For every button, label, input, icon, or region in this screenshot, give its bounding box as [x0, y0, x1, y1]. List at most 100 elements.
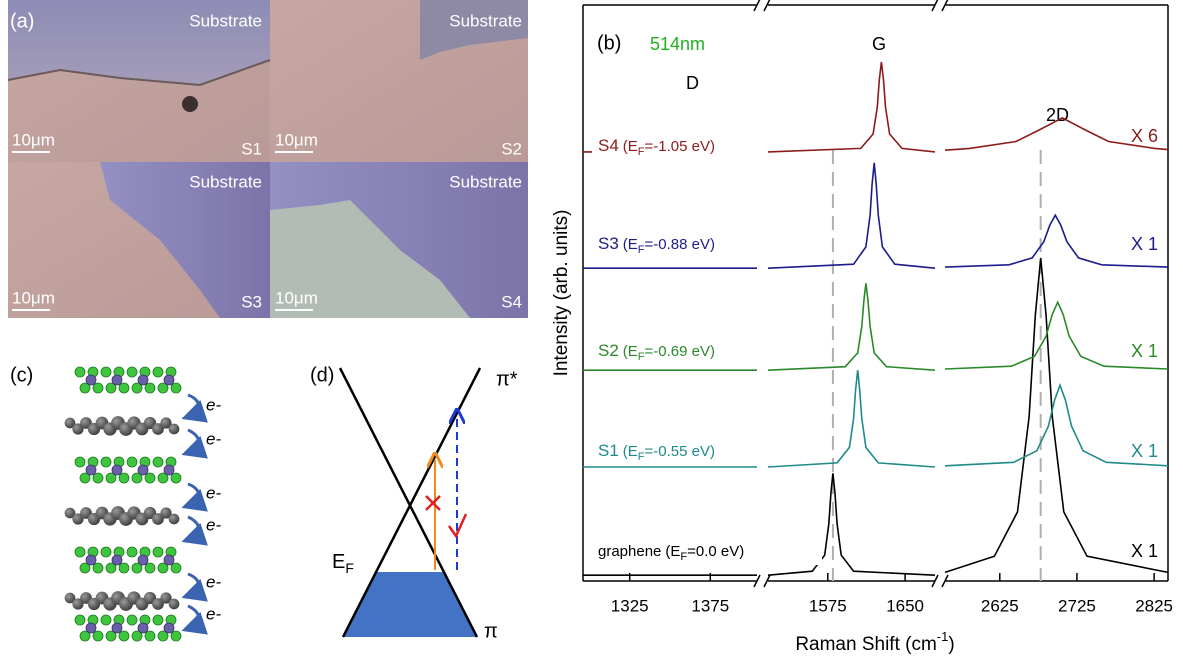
atom-m — [164, 375, 174, 385]
atom-c — [169, 599, 180, 610]
atom-s — [171, 383, 181, 393]
panel-b: (b) 514nm D G 2D Intensity (arb. units) … — [551, 0, 1173, 655]
atom-s — [145, 383, 155, 393]
substrate-label: Substrate — [449, 11, 522, 30]
electron-label: e- — [206, 604, 221, 623]
scale-label: X 1 — [1131, 441, 1158, 461]
atom-s — [127, 367, 137, 377]
x-tick-label: 1650 — [886, 596, 924, 615]
atom-s — [145, 563, 155, 573]
atom-m — [86, 623, 96, 633]
panel-label: (d) — [310, 364, 334, 386]
atom-s — [127, 547, 137, 557]
electron-label: e- — [206, 515, 221, 534]
atom-s — [119, 473, 129, 483]
series-label: S2(EF=-0.69 eV) — [598, 341, 715, 362]
scale-label: 10μm — [12, 288, 55, 307]
doping-open: (E — [623, 443, 638, 460]
laser-label: 514nm — [650, 34, 705, 54]
atom-m — [86, 375, 96, 385]
series-label: S3(EF=-0.88 eV) — [598, 234, 715, 255]
peak-label: D — [686, 73, 699, 93]
series-name: S4 — [598, 136, 619, 155]
atom-s — [101, 367, 111, 377]
atom-m — [86, 555, 96, 565]
atom-m — [138, 555, 148, 565]
atom-m — [86, 465, 96, 475]
scale-label: X 1 — [1131, 341, 1158, 361]
atom-s — [75, 615, 85, 625]
atom-s — [93, 631, 103, 641]
atom-s — [93, 563, 103, 573]
panel-label: (b) — [597, 32, 621, 54]
atom-m — [138, 465, 148, 475]
x-axis-label: Raman Shift (cm-1) — [795, 629, 954, 655]
sample-label: S2 — [501, 139, 522, 158]
atom-s — [75, 547, 85, 557]
x-tick-label: 2825 — [1135, 596, 1173, 615]
series-name: S1 — [598, 441, 619, 460]
electron-label: e- — [206, 572, 221, 591]
atom-m — [164, 555, 174, 565]
axis-break — [754, 575, 770, 587]
atom-s — [127, 457, 137, 467]
atom-s — [153, 367, 163, 377]
atom-m — [138, 375, 148, 385]
x-tick-label: 2625 — [981, 596, 1019, 615]
atom-s — [101, 457, 111, 467]
panel-label: (c) — [10, 364, 33, 386]
atom-m — [112, 555, 122, 565]
substrate-label: Substrate — [189, 11, 262, 30]
panel-a: (a) Substrate Substrate Substrate Substr… — [8, 0, 528, 318]
series-label: S1(EF=-0.55 eV) — [598, 441, 715, 462]
substrate-label: Substrate — [189, 172, 262, 191]
atom-s — [75, 367, 85, 377]
axis-break — [754, 0, 770, 11]
transfer-arrow — [188, 484, 199, 505]
layer-stack — [65, 367, 181, 641]
transfer-arrow — [188, 517, 199, 539]
sample-label: S4 — [501, 292, 522, 311]
scale-label: 10μm — [275, 130, 318, 149]
atom-s — [127, 615, 137, 625]
atom-s — [153, 457, 163, 467]
atom-s — [171, 473, 181, 483]
particle — [182, 96, 198, 112]
doping-open: (E — [623, 343, 638, 360]
doping-open: (E — [623, 236, 638, 253]
panel-d: (d) π* π EF — [310, 364, 518, 642]
scale-label: X 6 — [1131, 126, 1158, 146]
doping-value: =-0.69 eV) — [645, 343, 715, 360]
filled-states — [343, 572, 477, 637]
band-label: π — [484, 620, 498, 642]
x-tick-label: 2725 — [1058, 596, 1096, 615]
x-tick-label: 1575 — [809, 596, 847, 615]
x-tick-label: 1325 — [611, 596, 649, 615]
fermi-sub: F — [345, 560, 354, 576]
atom-s — [171, 631, 181, 641]
electron-label: e- — [206, 483, 221, 502]
sample-label: S1 — [241, 139, 262, 158]
y-axis-label: Intensity (arb. units) — [551, 210, 572, 377]
atom-s — [93, 473, 103, 483]
series-name: graphene — [598, 543, 661, 560]
peak-label: 2D — [1046, 105, 1069, 125]
scale-label: X 1 — [1131, 541, 1158, 561]
page: (a) Substrate Substrate Substrate Substr… — [0, 0, 1183, 661]
spectrum-line — [583, 258, 1168, 575]
doping-open: (E — [665, 543, 680, 560]
scale-label: 10μm — [12, 130, 55, 149]
transfer-arrow — [188, 430, 199, 452]
panel-label: (a) — [10, 10, 34, 32]
atom-s — [119, 383, 129, 393]
axis-break — [932, 575, 948, 587]
series-label: graphene(EF=0.0 eV) — [598, 543, 744, 563]
scale-label: X 1 — [1131, 234, 1158, 254]
substrate-label: Substrate — [449, 172, 522, 191]
panel-c: (c) e- e- e- e- e- e- — [10, 364, 221, 641]
atom-m — [112, 465, 122, 475]
atom-s — [75, 457, 85, 467]
x-tick-label: 1375 — [691, 596, 729, 615]
atom-s — [101, 615, 111, 625]
blocked-mark — [426, 496, 440, 510]
